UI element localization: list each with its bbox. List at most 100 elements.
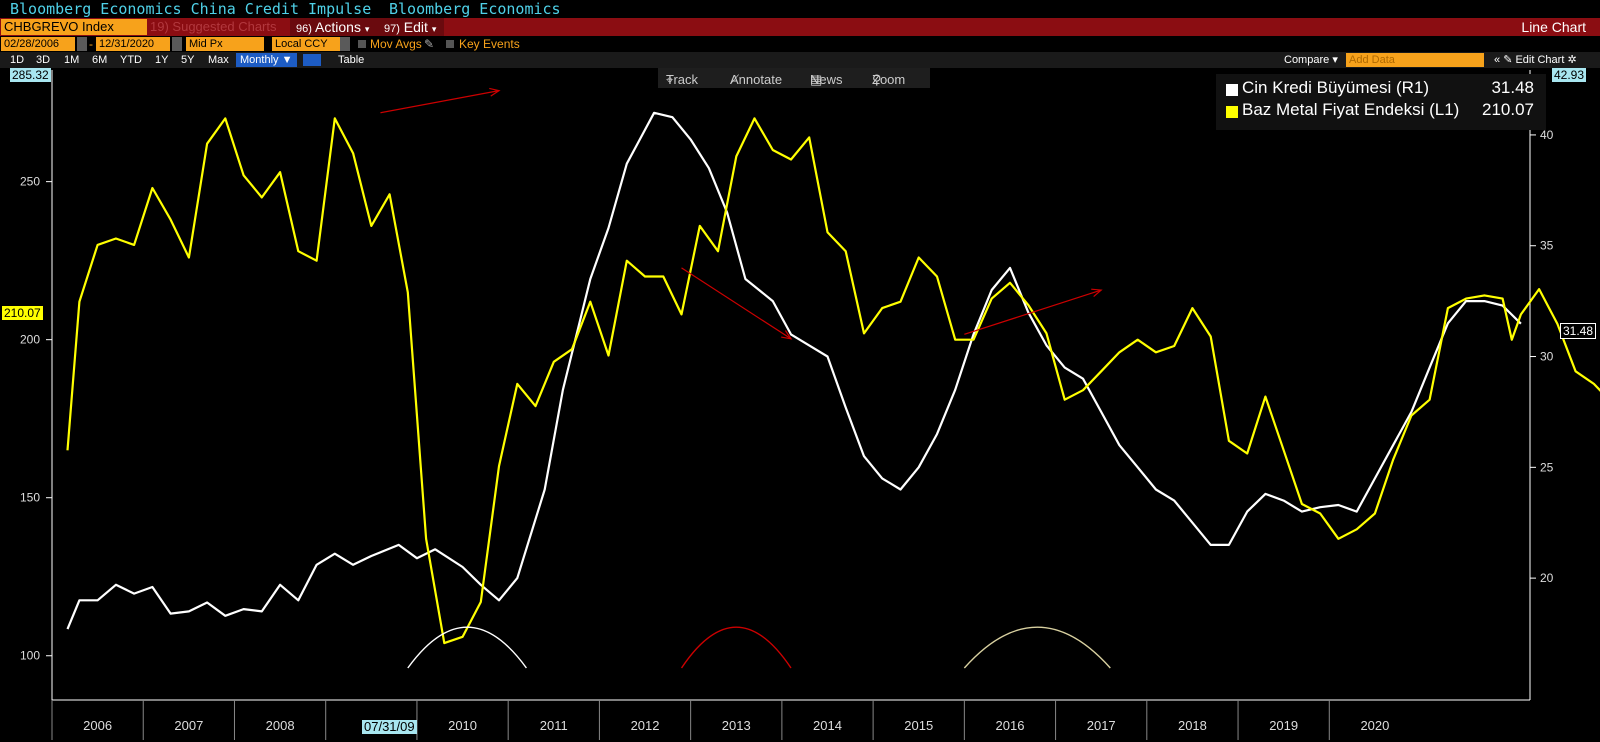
period-bar: 1D 3D 1M 6M YTD 1Y 5Y Max Monthly ▼ Tabl… [0, 52, 1600, 68]
x-tick-label: 2017 [1087, 718, 1116, 733]
actions-button[interactable]: 96) Actions ▾ [290, 18, 378, 36]
collapse-icon[interactable]: « [1494, 54, 1501, 66]
right-axis-current-tag: 31.48 [1560, 323, 1597, 339]
trend-arrow [380, 90, 500, 114]
legend-swatch-white [1226, 84, 1238, 96]
start-date-field[interactable]: 02/28/2006 [1, 37, 75, 51]
suggested-charts-label: Suggested Charts [172, 19, 277, 34]
cycle-arc [680, 626, 792, 669]
chevron-down-icon: ▾ [431, 24, 437, 34]
edit-number: 97) [384, 23, 400, 35]
magnifier-icon: ⚲ [872, 72, 882, 87]
chart-type-label: Line Chart [1521, 19, 1586, 35]
security-bar: CHBGREVO Index 19) Suggested Charts 96) … [0, 18, 1600, 36]
zoom-label: Zoom [872, 72, 906, 87]
price-field[interactable]: Mid Px [186, 37, 264, 51]
actions-number: 96) [296, 23, 312, 35]
line-chart[interactable]: 100 150 200 250 20 25 30 35 40 2006 2007 2008 2010 20… [0, 68, 1600, 742]
gear-icon[interactable]: ✲ [1567, 54, 1577, 66]
news-icon: ▤ [810, 72, 823, 87]
track-label: Track [666, 72, 699, 87]
x-tick-label: 2007 [174, 718, 203, 733]
legend-value-metal: 210.07 [1482, 100, 1534, 119]
series-line-metal [66, 117, 1600, 645]
frequency-dropdown[interactable]: Monthly ▼ [236, 53, 297, 67]
source-subtitle[interactable]: Bloomberg Economics [389, 0, 561, 18]
x-tick-label: 2008 [266, 718, 295, 733]
cycle-arc [963, 626, 1111, 669]
left-axis-max-tag: 285.32 [10, 68, 51, 82]
x-tick-label: 2013 [722, 718, 751, 733]
x-tick-label: 2016 [996, 718, 1025, 733]
period-6m[interactable]: 6M [92, 54, 108, 66]
trend-arrow [681, 267, 792, 340]
period-1d[interactable]: 1D [10, 54, 25, 66]
series-line-credit [66, 111, 1522, 630]
key-events-label: Key Events [459, 37, 520, 51]
annotate-label: Annotate [730, 72, 783, 87]
trend-arrow-head [1091, 288, 1103, 298]
edit-label: Edit [403, 19, 428, 35]
edit-chart-label: Edit Chart [1515, 54, 1565, 66]
source-title[interactable]: Bloomberg Economics China Credit Impulse [10, 0, 372, 18]
edit-chart-button[interactable]: « ✎ Edit Chart ✲ [1494, 53, 1577, 67]
currency-field[interactable]: Local CCY [272, 37, 340, 51]
right-tick-label: 25 [1540, 460, 1554, 474]
legend-value-credit: 31.48 [1491, 78, 1534, 97]
crosshair-icon: ⌖ [666, 72, 674, 87]
x-tick-label: 2020 [1360, 718, 1389, 733]
mov-avgs-checkbox[interactable] [358, 40, 366, 48]
suggested-charts-button[interactable]: 19) Suggested Charts [150, 19, 277, 35]
calendar-icon[interactable] [77, 37, 87, 51]
pencil-icon: ⟋ [730, 72, 740, 87]
calendar-icon[interactable] [172, 37, 182, 51]
legend-label-metal[interactable]: Baz Metal Fiyat Endeksi (L1) [1242, 100, 1460, 119]
edit-button[interactable]: 97) Edit ▾ [378, 18, 444, 36]
compare-label: Compare [1284, 54, 1330, 66]
left-axis-current-tag: 210.07 [2, 306, 43, 320]
frequency-label: Monthly [240, 54, 279, 66]
mov-avgs-label: Mov Avgs [370, 37, 422, 51]
chart-legend: Cin Kredi Büyümesi (R1) 31.48 Baz Metal … [1216, 74, 1546, 130]
x-tick-label: 2011 [540, 718, 568, 733]
right-tick-label: 40 [1540, 128, 1554, 142]
pencil-icon[interactable]: ✎ [424, 37, 435, 51]
left-tick-label: 150 [20, 491, 40, 505]
right-axis-max-tag: 42.93 [1552, 68, 1587, 82]
chevron-down-icon: ▼ [281, 54, 293, 66]
ticker-field[interactable]: CHBGREVO Index [1, 19, 147, 35]
legend-label-credit[interactable]: Cin Kredi Büyümesi (R1) [1242, 78, 1430, 97]
x-tick-label: 2006 [83, 718, 112, 733]
period-1m[interactable]: 1M [64, 54, 80, 66]
news-label: News [810, 72, 843, 87]
chevron-down-icon: ▾ [364, 24, 370, 34]
end-date-field[interactable]: 12/31/2020 [96, 37, 170, 51]
period-ytd[interactable]: YTD [120, 54, 142, 66]
x-tick-label: 2012 [631, 718, 660, 733]
key-events-checkbox[interactable] [446, 40, 454, 48]
period-3d[interactable]: 3D [36, 54, 51, 66]
settings-bar: 02/28/2006 - 12/31/2020 Mid Px Local CCY… [0, 36, 1600, 52]
left-tick-label: 250 [20, 175, 40, 189]
table-button[interactable]: Table [338, 54, 365, 66]
cursor-date-tag: 07/31/09 [362, 719, 417, 734]
cycle-arc [407, 626, 527, 669]
chart-style-icon[interactable] [303, 54, 321, 66]
period-1y[interactable]: 1Y [155, 54, 169, 66]
add-data-input[interactable]: Add Data [1346, 53, 1484, 67]
chevron-down-icon[interactable] [340, 37, 350, 51]
trend-arrow-head [781, 330, 793, 340]
period-5y[interactable]: 5Y [181, 54, 195, 66]
legend-swatch-yellow [1226, 106, 1238, 118]
compare-dropdown[interactable]: Compare ▾ [1284, 53, 1338, 67]
trend-arrow-head [489, 87, 501, 97]
chart-toolbar: ⌖ Track ⟋ Annotate ▤ News ⚲ Zoom [658, 68, 930, 88]
period-max[interactable]: Max [208, 54, 229, 66]
pencil-icon: ✎ [1503, 54, 1513, 66]
x-tick-label: 2010 [448, 718, 477, 733]
date-separator: - [89, 37, 93, 51]
x-tick-label: 2014 [813, 718, 842, 733]
left-tick-label: 200 [20, 333, 40, 347]
x-tick-label: 2019 [1269, 718, 1298, 733]
x-tick-label: 2018 [1178, 718, 1207, 733]
